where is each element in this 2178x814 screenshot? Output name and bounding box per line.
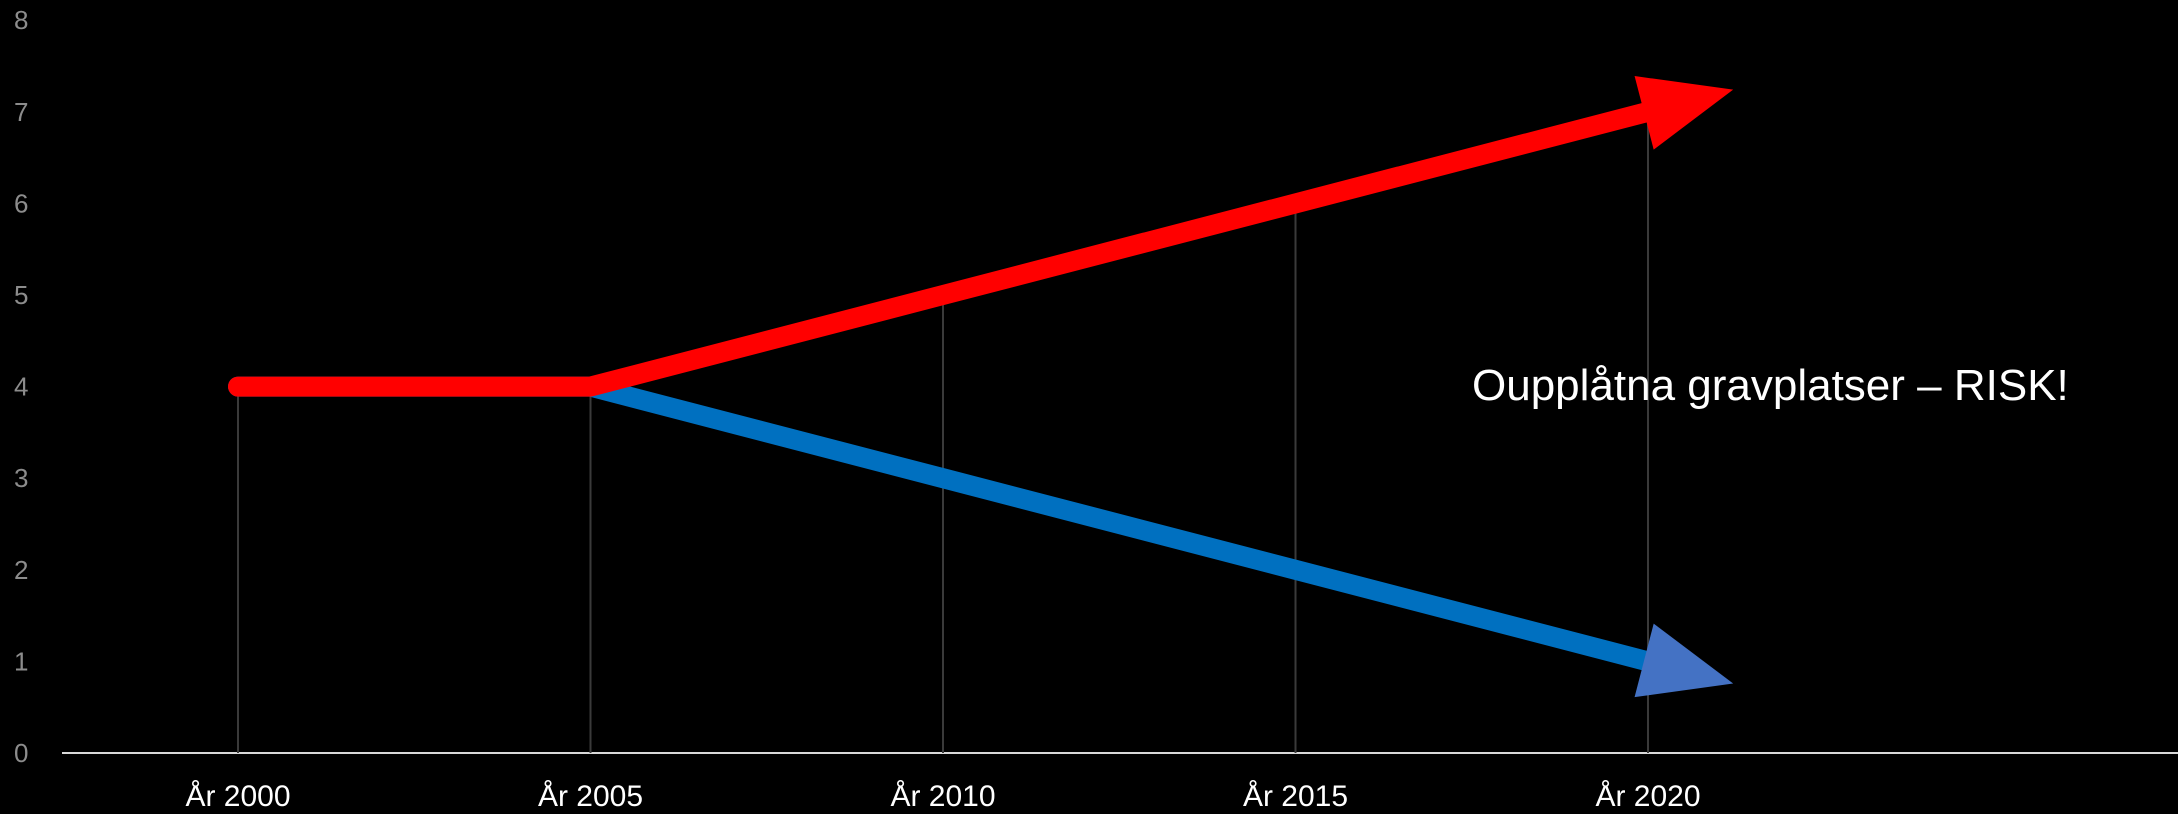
y-tick-label: 4 (14, 372, 28, 402)
series-line (228, 102, 1655, 397)
series-layer (228, 76, 1734, 698)
y-tick-label: 5 (14, 280, 28, 310)
series-arrowhead (1634, 623, 1734, 698)
y-tick-label: 2 (14, 555, 28, 585)
x-axis-ticks: År 2000 År 2005 År 2010 År 2015 År 2020 (185, 780, 1700, 813)
y-axis-ticks: 0 1 2 3 4 5 6 7 8 (14, 5, 28, 768)
y-tick-label: 7 (14, 97, 28, 127)
y-tick-label: 8 (14, 5, 28, 35)
x-tick-label: År 2010 (890, 780, 995, 813)
series-line (228, 376, 1655, 671)
x-tick-label: År 2020 (1595, 780, 1700, 813)
x-tick-label: År 2015 (1243, 780, 1348, 813)
risk-annotation: Oupplåtna gravplatser – RISK! (1472, 361, 2069, 410)
y-tick-label: 0 (14, 738, 28, 768)
series-arrowhead (1634, 76, 1734, 150)
y-tick-label: 6 (14, 188, 28, 218)
y-tick-label: 1 (14, 646, 28, 676)
grid-lines (237, 111, 1649, 753)
x-tick-label: År 2000 (185, 780, 290, 813)
x-tick-label: År 2005 (538, 780, 643, 813)
y-tick-label: 3 (14, 463, 28, 493)
